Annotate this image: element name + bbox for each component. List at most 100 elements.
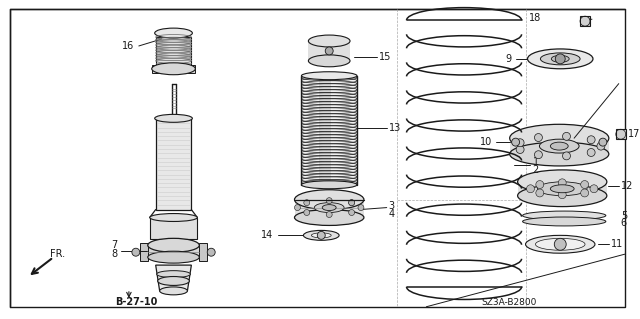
- Circle shape: [534, 134, 542, 142]
- Circle shape: [207, 248, 215, 256]
- Polygon shape: [199, 243, 207, 261]
- Polygon shape: [301, 76, 357, 185]
- Ellipse shape: [150, 213, 197, 221]
- Text: FR.: FR.: [49, 249, 65, 259]
- FancyBboxPatch shape: [152, 65, 195, 73]
- Ellipse shape: [525, 235, 595, 253]
- Circle shape: [349, 200, 355, 206]
- Ellipse shape: [157, 277, 189, 286]
- Text: SZ3A-B2800: SZ3A-B2800: [481, 298, 536, 307]
- Text: 15: 15: [379, 52, 391, 62]
- Text: 4: 4: [388, 209, 395, 219]
- Ellipse shape: [523, 217, 606, 226]
- Circle shape: [597, 142, 605, 150]
- Ellipse shape: [152, 63, 195, 75]
- Ellipse shape: [148, 251, 199, 263]
- Ellipse shape: [294, 210, 364, 226]
- Circle shape: [563, 132, 570, 140]
- FancyBboxPatch shape: [308, 41, 350, 61]
- FancyBboxPatch shape: [580, 16, 590, 26]
- Ellipse shape: [550, 185, 574, 193]
- Text: 9: 9: [506, 54, 511, 64]
- FancyBboxPatch shape: [616, 129, 626, 139]
- Ellipse shape: [527, 49, 593, 69]
- Circle shape: [317, 231, 325, 239]
- FancyBboxPatch shape: [294, 200, 364, 218]
- Text: 10: 10: [479, 137, 492, 147]
- Circle shape: [132, 248, 140, 256]
- Circle shape: [558, 191, 566, 199]
- Text: 12: 12: [621, 181, 633, 191]
- Text: 1: 1: [532, 157, 539, 167]
- Circle shape: [325, 47, 333, 55]
- Ellipse shape: [518, 170, 607, 194]
- Ellipse shape: [536, 238, 585, 250]
- Text: 18: 18: [529, 13, 541, 23]
- Polygon shape: [156, 118, 191, 210]
- Ellipse shape: [509, 142, 609, 166]
- Text: 6: 6: [621, 219, 627, 228]
- Ellipse shape: [155, 115, 193, 122]
- Circle shape: [358, 204, 364, 211]
- FancyBboxPatch shape: [156, 37, 191, 65]
- Ellipse shape: [540, 53, 580, 65]
- Ellipse shape: [311, 233, 331, 238]
- Text: 8: 8: [111, 249, 117, 259]
- Text: 14: 14: [261, 230, 274, 240]
- Circle shape: [304, 210, 310, 215]
- FancyBboxPatch shape: [509, 136, 609, 154]
- Text: 7: 7: [111, 240, 117, 250]
- Ellipse shape: [159, 287, 188, 295]
- Circle shape: [516, 145, 524, 153]
- Text: 5: 5: [621, 211, 627, 220]
- Circle shape: [587, 149, 595, 156]
- Ellipse shape: [550, 142, 568, 150]
- Circle shape: [534, 151, 542, 159]
- Circle shape: [536, 189, 544, 197]
- Ellipse shape: [148, 238, 199, 252]
- Circle shape: [554, 238, 566, 250]
- Polygon shape: [140, 243, 148, 261]
- Ellipse shape: [509, 124, 609, 152]
- Circle shape: [326, 211, 332, 218]
- Ellipse shape: [301, 72, 357, 80]
- Circle shape: [556, 54, 565, 64]
- Circle shape: [349, 200, 355, 206]
- Text: 11: 11: [611, 239, 623, 249]
- Circle shape: [527, 185, 534, 193]
- FancyBboxPatch shape: [518, 180, 607, 196]
- Circle shape: [326, 198, 332, 204]
- Ellipse shape: [301, 181, 357, 189]
- Ellipse shape: [551, 56, 569, 62]
- Ellipse shape: [303, 230, 339, 240]
- Circle shape: [511, 138, 520, 146]
- Ellipse shape: [523, 211, 606, 220]
- Ellipse shape: [308, 35, 350, 47]
- Circle shape: [294, 204, 300, 211]
- Circle shape: [599, 138, 607, 146]
- Ellipse shape: [294, 190, 364, 210]
- Polygon shape: [150, 218, 197, 239]
- Circle shape: [563, 152, 570, 160]
- Text: 13: 13: [388, 123, 401, 133]
- Circle shape: [590, 185, 598, 193]
- Circle shape: [558, 179, 566, 187]
- Ellipse shape: [314, 203, 344, 212]
- Polygon shape: [156, 265, 191, 291]
- Circle shape: [516, 139, 524, 147]
- Text: 16: 16: [122, 41, 134, 51]
- Circle shape: [536, 181, 544, 189]
- FancyBboxPatch shape: [319, 78, 331, 183]
- Text: 3: 3: [388, 201, 395, 211]
- Ellipse shape: [518, 185, 607, 207]
- Text: B-27-10: B-27-10: [115, 297, 157, 307]
- Ellipse shape: [308, 55, 350, 67]
- Circle shape: [580, 181, 589, 189]
- Text: 2: 2: [532, 165, 539, 175]
- FancyBboxPatch shape: [581, 17, 589, 25]
- Ellipse shape: [157, 271, 190, 278]
- Circle shape: [349, 210, 355, 215]
- Text: 17: 17: [628, 129, 640, 139]
- Ellipse shape: [323, 204, 336, 211]
- Ellipse shape: [155, 28, 193, 38]
